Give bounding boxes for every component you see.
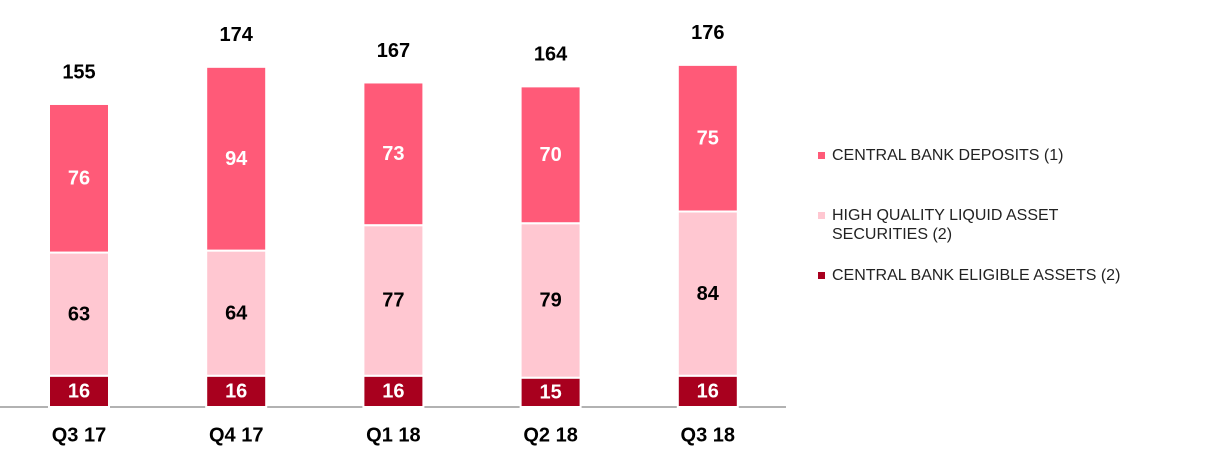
data-label: 63 (68, 303, 90, 325)
legend-label: HIGH QUALITY LIQUID ASSET SECURITIES (2) (832, 207, 1059, 243)
data-label: 64 (225, 302, 248, 324)
legend-item: HIGH QUALITY LIQUID ASSET SECURITIES (2) (818, 206, 1158, 244)
data-label: 16 (382, 381, 404, 403)
x-tick-label: Q2 18 (523, 424, 577, 446)
total-label: 155 (62, 61, 95, 83)
bar-segment (362, 374, 425, 409)
bar-segment (676, 63, 739, 213)
legend-item: CENTRAL BANK ELIGIBLE ASSETS (2) (818, 266, 1228, 285)
x-tick-label: Q3 17 (52, 424, 106, 446)
legend-label: CENTRAL BANK ELIGIBLE ASSETS (2) (832, 267, 1121, 284)
bar-segment (205, 249, 268, 377)
total-label: 164 (534, 44, 568, 66)
data-label: 70 (539, 144, 561, 166)
bar-segment (362, 81, 425, 227)
bar-segment (519, 376, 582, 408)
legend-swatch (818, 212, 825, 219)
x-tick-label: Q1 18 (366, 424, 420, 446)
bar-segment (48, 102, 110, 254)
data-label: 77 (382, 290, 404, 312)
bar-segment (676, 210, 739, 377)
data-label: 16 (68, 381, 90, 403)
x-tick-label: Q3 18 (681, 424, 735, 446)
x-tick-label: Q4 17 (209, 424, 263, 446)
legend-swatch (818, 152, 825, 159)
legend-label: CENTRAL BANK DEPOSITS (1) (832, 147, 1064, 164)
data-label: 76 (68, 168, 90, 190)
bar-segment (519, 222, 582, 379)
data-label: 84 (697, 283, 720, 305)
legend-item: CENTRAL BANK DEPOSITS (1) (818, 146, 1228, 165)
total-label: 176 (691, 22, 724, 44)
data-label: 79 (539, 290, 561, 312)
bar-segment (205, 374, 268, 409)
data-label: 73 (382, 143, 404, 165)
bar-segment (362, 224, 425, 377)
plot: 16 63 76 155 Q3 17 16 64 94 174 Q4 17 16 77 73 167 Q1 … (0, 22, 786, 446)
data-label: 16 (697, 381, 719, 403)
data-label: 15 (539, 382, 561, 404)
data-label: 16 (225, 381, 247, 403)
total-label: 174 (220, 24, 254, 46)
data-label: 75 (697, 127, 719, 149)
data-label: 94 (225, 148, 248, 170)
bar-segment (48, 374, 110, 409)
legend-swatch (818, 272, 825, 279)
bar-segment (48, 251, 110, 377)
bar-segment (205, 65, 268, 252)
total-label: 167 (377, 40, 410, 62)
bar-segment (519, 85, 582, 225)
